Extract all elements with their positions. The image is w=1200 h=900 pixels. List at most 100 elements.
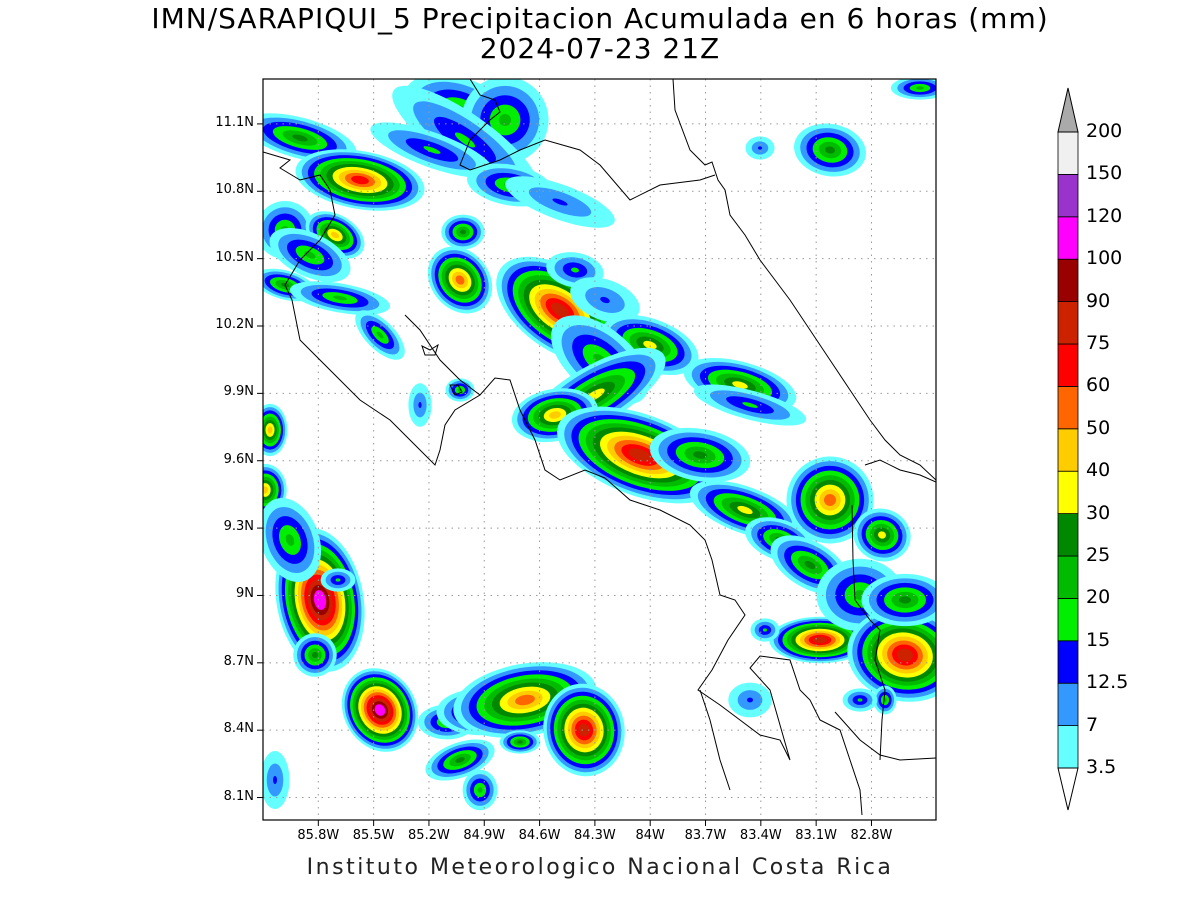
precip-contour <box>374 704 386 716</box>
precip-contour <box>916 86 924 90</box>
precip-contour <box>742 402 758 408</box>
lon-tick-label: 83.1W <box>795 828 838 843</box>
precipitation-field <box>263 79 936 811</box>
colorbar-swatch <box>1057 513 1079 557</box>
colorbar-label: 75 <box>1086 332 1111 354</box>
precip-contour <box>758 146 762 150</box>
colorbar-over-arrow <box>1057 87 1079 133</box>
precip-contour <box>737 505 753 515</box>
colorbar-swatch <box>1057 343 1079 387</box>
precip-contour <box>335 578 341 582</box>
precip-contour <box>333 295 347 301</box>
colorbar-swatch <box>1057 725 1079 769</box>
precip-contour <box>455 757 465 763</box>
precip-contour <box>825 146 835 154</box>
colorbar-swatch <box>1057 258 1079 303</box>
colorbar-swatch <box>1057 555 1079 599</box>
precip-contour <box>551 302 569 318</box>
precip-contour <box>824 494 836 506</box>
precip-contour <box>330 231 340 239</box>
precip-contour <box>376 331 384 339</box>
colorbar-legend <box>1057 87 1079 811</box>
lat-tick-label: 10.2N <box>215 317 254 332</box>
precip-contour <box>423 146 441 154</box>
precip-contour <box>878 531 886 539</box>
lat-tick-label: 8.1N <box>223 788 254 804</box>
colorbar-label: 40 <box>1086 459 1111 482</box>
colorbar-label: 120 <box>1086 204 1123 227</box>
precip-contour <box>747 697 753 703</box>
lon-tick-label: 84W <box>635 828 665 843</box>
lat-tick-label: 9N <box>236 586 254 602</box>
precip-contour <box>418 402 422 408</box>
lon-tick-label: 83.7W <box>684 828 727 843</box>
precip-contour <box>477 787 483 793</box>
lon-tick-label: 85.8W <box>297 828 340 843</box>
lat-tick-label: 9.9N <box>223 384 254 400</box>
lon-tick-label: 84.6W <box>518 828 561 843</box>
coastline-borders <box>263 79 936 816</box>
precip-contour <box>515 694 535 706</box>
lat-tick-label: 8.4N <box>223 721 254 737</box>
precip-contour <box>763 628 767 632</box>
colorbar-label: 7 <box>1086 713 1099 736</box>
precip-contour <box>517 740 523 744</box>
precip-contour <box>312 652 318 658</box>
lat-tick-label: 8.7N <box>223 653 254 669</box>
colorbar-label: 60 <box>1086 374 1111 397</box>
colorbar-swatch <box>1057 385 1079 430</box>
colorbar-label: 15 <box>1086 628 1111 651</box>
lat-tick-label: 10.5N <box>215 249 254 265</box>
credit-footer: Instituto Meteorologico Nacional Costa R… <box>306 855 894 880</box>
lon-tick-label: 85.5W <box>352 828 395 843</box>
precip-contour <box>549 411 561 419</box>
precip-contour <box>899 596 911 604</box>
colorbar-label: 30 <box>1086 501 1111 524</box>
precip-contour <box>263 486 268 494</box>
colorbar-label: 100 <box>1086 247 1123 270</box>
precip-contour <box>813 636 827 644</box>
precip-contour <box>571 267 579 273</box>
lon-tick-label: 82.8W <box>850 828 893 843</box>
colorbar-swatch <box>1057 216 1079 260</box>
lon-tick-label: 85.2W <box>408 828 450 843</box>
precip-contour <box>454 132 476 148</box>
map-frame <box>262 78 937 821</box>
precip-contour <box>804 560 816 570</box>
precip-contour <box>292 134 308 142</box>
colorbar-under-arrow <box>1057 767 1079 811</box>
colorbar-label: 150 <box>1086 162 1123 185</box>
precip-contour <box>857 698 863 702</box>
colorbar-swatch <box>1057 640 1079 684</box>
precip-contour <box>267 426 273 434</box>
map-title: IMN/SARAPIQUI_5 Precipitacion Acumulada … <box>151 2 1049 35</box>
lat-tick-label: 10.8N <box>215 182 254 198</box>
lat-tick-label: 9.6N <box>223 451 254 467</box>
colorbar-swatch <box>1057 682 1079 727</box>
lat-tick-label: 11.1N <box>215 114 254 130</box>
lon-tick-label: 83.4W <box>739 828 782 843</box>
precip-contour <box>897 648 913 662</box>
precip-contour <box>499 114 511 126</box>
colorbar-label: 50 <box>1086 416 1111 439</box>
lon-tick-label: 84.9W <box>463 828 506 843</box>
colorbar-label: 12.5 <box>1086 671 1129 694</box>
precip-contour <box>732 381 748 389</box>
colorbar-swatch <box>1057 301 1079 345</box>
precip-contour <box>351 175 369 185</box>
precip-contour <box>578 723 590 737</box>
colorbar-label: 200 <box>1086 120 1123 142</box>
precip-contour <box>552 198 568 206</box>
colorbar-swatch <box>1057 131 1079 175</box>
colorbar-swatch <box>1057 428 1079 472</box>
colorbar-swatch <box>1057 470 1079 515</box>
precip-contour <box>285 534 295 546</box>
lat-lon-grid <box>257 79 936 826</box>
colorbar-label: 20 <box>1086 586 1111 609</box>
precip-contour <box>628 448 652 462</box>
precip-contour <box>693 451 707 459</box>
lon-tick-label: 84.3W <box>573 828 616 843</box>
lat-tick-label: 9.3N <box>223 519 254 535</box>
precip-contour <box>460 229 466 235</box>
